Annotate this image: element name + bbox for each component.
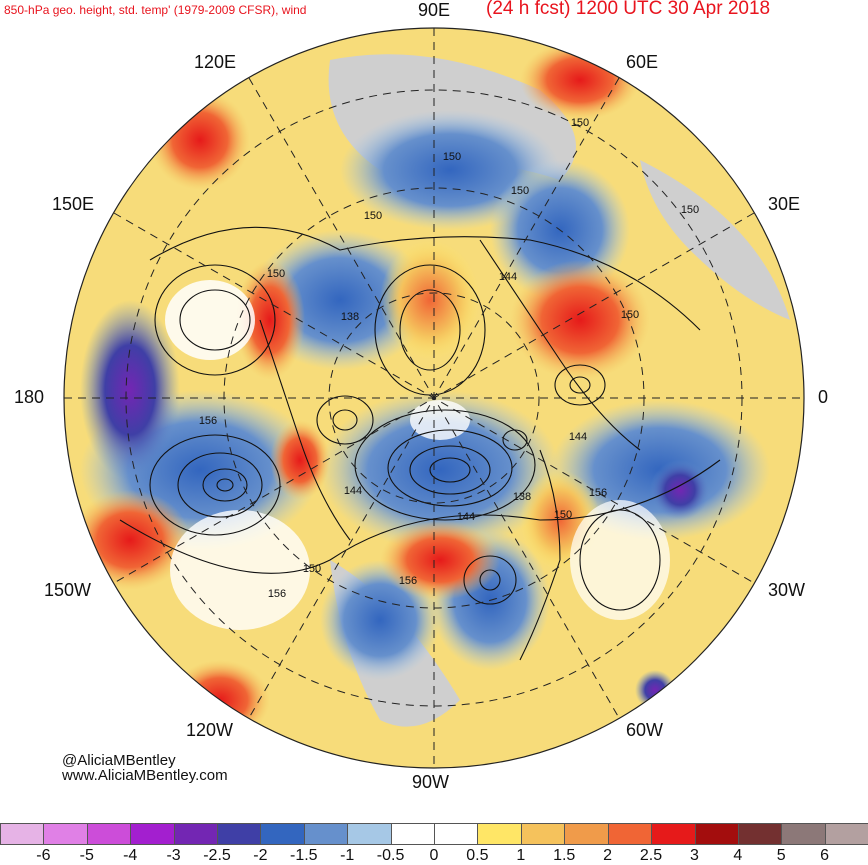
colorbar-swatch: [651, 823, 696, 845]
contour-label: 156: [268, 588, 286, 600]
temperature-anomaly-field: [64, 28, 804, 768]
height-contours: [119, 226, 721, 661]
colorbar-swatch: [217, 823, 262, 845]
colorbar-swatch: [130, 823, 175, 845]
colorbar-tick-label: -1: [340, 847, 355, 864]
colorbar-swatch: [477, 823, 522, 845]
contour-label: 150: [554, 509, 572, 521]
colorbar-tick-label: 1: [516, 847, 526, 864]
longitude-label-180: 180: [14, 387, 45, 407]
longitude-label-120w: 120W: [186, 720, 234, 740]
colorbar-swatch: [0, 823, 45, 845]
contour-label: 150: [443, 151, 461, 163]
longitude-label-90w: 90W: [412, 772, 450, 792]
contour-label: 150: [303, 563, 321, 575]
author-website: www.AliciaMBentley.com: [62, 767, 228, 784]
colorbar-swatch: [520, 823, 566, 845]
map-boundary: [63, 27, 805, 769]
contour-label: 144: [569, 431, 587, 443]
longitude-label-30e: 30E: [768, 194, 801, 214]
colorbar-swatch: [303, 823, 349, 845]
longitude-label-0: 0: [818, 387, 829, 407]
longitude-label-60w: 60W: [626, 720, 664, 740]
contour-label: 138: [513, 491, 531, 503]
colorbar-tick-label: 4: [733, 847, 743, 864]
longitude-label-150e: 150E: [52, 194, 95, 214]
contour-label: 150: [571, 117, 589, 129]
colorbar-tick-label: 0: [429, 847, 439, 864]
temperature-anomaly-colorbar: [0, 823, 868, 845]
contour-label: 144: [344, 485, 362, 497]
colorbar-swatch: [390, 823, 436, 845]
contour-label: 156: [199, 415, 217, 427]
colorbar-tick-label: 1.5: [553, 847, 576, 864]
longitude-label-150w: 150W: [44, 580, 92, 600]
colorbar-tick-label: -1.5: [290, 847, 318, 864]
colorbar-tick-label: -4: [123, 847, 138, 864]
colorbar-swatch: [173, 823, 219, 845]
colorbar-swatch: [824, 823, 868, 845]
contour-label-group: 150 150 150 150 150 150 138 144 150 156 …: [199, 117, 699, 600]
contour-label: 144: [457, 511, 475, 523]
colorbar-tick-label: -2: [253, 847, 268, 864]
author-handle: @AliciaMBentley: [62, 752, 176, 769]
colorbar-tick-label: -5: [79, 847, 94, 864]
contour-label: 156: [589, 487, 607, 499]
contour-label: 150: [681, 204, 699, 216]
colorbar-swatch: [434, 823, 479, 845]
longitude-label-120e: 120E: [194, 52, 237, 72]
polar-stereographic-map: 150 150 150 150 150 150 138 144 150 156 …: [63, 27, 805, 769]
contour-label: 138: [341, 311, 359, 323]
colorbar-swatch: [564, 823, 609, 845]
contour-label: 150: [511, 185, 529, 197]
colorbar-swatch: [347, 823, 392, 845]
colorbar-tick-label: 2.5: [639, 847, 663, 864]
colorbar-tick-label: 6: [820, 847, 830, 864]
colorbar-swatch: [607, 823, 653, 845]
colorbar-tick-label: -2.5: [203, 847, 231, 864]
colorbar-swatch: [86, 823, 132, 845]
contour-label: 144: [499, 271, 517, 283]
longitude-label-30w: 30W: [768, 580, 806, 600]
colorbar-tick-label: 5: [776, 847, 786, 864]
graticule: [64, 28, 804, 768]
colorbar-tick-label: -0.5: [376, 847, 405, 864]
contour-label: 150: [621, 309, 639, 321]
colorbar-swatch: [737, 823, 783, 845]
colorbar-tick-label: 0.5: [466, 847, 489, 864]
colorbar-tick-label: -6: [36, 847, 51, 864]
colorbar-tick-label: 3: [689, 847, 699, 864]
colorbar-tick-labels: -6 -5 -4 -3 -2.5 -2 -1.5 -1 -0.5 0 0.5 1 1.5 2 2.5 3 4 5 6: [0, 847, 868, 865]
colorbar-tick-label: -3: [166, 847, 181, 864]
colorbar-tick-label: 2: [603, 847, 613, 864]
longitude-label-90e: 90E: [418, 0, 451, 20]
map-title: 850-hPa geo. height, std. temp' (1979-20…: [4, 3, 307, 17]
colorbar-swatch: [43, 823, 88, 845]
colorbar-swatch: [781, 823, 826, 845]
contour-label: 150: [364, 210, 382, 222]
colorbar-swatch: [694, 823, 739, 845]
forecast-valid-time: (24 h fcst) 1200 UTC 30 Apr 2018: [486, 0, 771, 19]
contour-label: 150: [267, 268, 285, 280]
longitude-label-60e: 60E: [626, 52, 659, 72]
colorbar-swatch: [260, 823, 305, 845]
contour-label: 156: [399, 575, 417, 587]
